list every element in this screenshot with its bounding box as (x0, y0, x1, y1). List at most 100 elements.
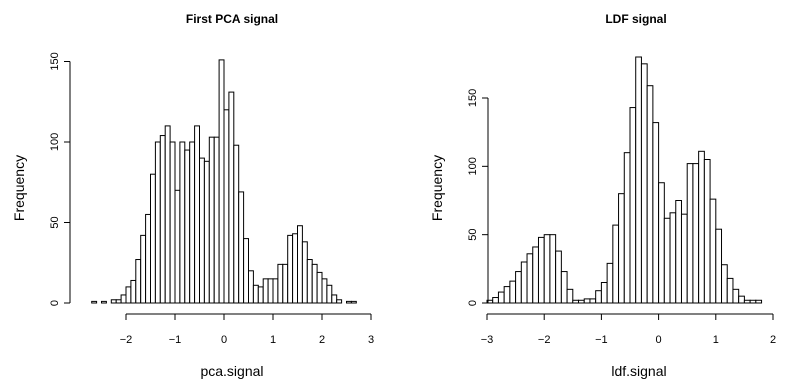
ldf-bar (692, 163, 700, 304)
pca-x-axis: −2 −1 0 1 2 3 (120, 313, 374, 346)
ldf-bar (526, 253, 534, 304)
pca-bar (199, 157, 205, 304)
pca-bar (292, 233, 299, 304)
pca-bar (194, 125, 201, 304)
ldf-bar (743, 299, 751, 304)
ldf-x-tick-label: −2 (538, 334, 551, 346)
pca-bars (91, 59, 357, 304)
ldf-bar (658, 182, 665, 304)
ldf-bar (618, 193, 625, 304)
pca-bar (150, 173, 156, 304)
pca-bar (311, 263, 318, 304)
pca-bar (223, 109, 230, 304)
pca-bar (208, 136, 215, 304)
pca-bar (228, 91, 235, 304)
pca-chart-title: First PCA signal (186, 12, 278, 26)
ldf-y-axis: 0 50 100 150 (467, 89, 489, 306)
pca-x-tick-label: −2 (120, 334, 133, 346)
pca-bar (301, 241, 308, 304)
pca-bar (189, 141, 196, 304)
pca-bar (213, 136, 220, 304)
ldf-bar (543, 234, 551, 304)
ldf-bar (583, 298, 591, 304)
pca-y-axis: 0 50 100 150 (49, 52, 71, 306)
pca-bar (179, 141, 186, 304)
pca-bar (135, 259, 142, 304)
ldf-bar (600, 282, 608, 304)
ldf-bar (589, 298, 597, 304)
pca-bar (350, 300, 357, 304)
ldf-bar (675, 200, 682, 304)
ldf-bar (749, 299, 757, 304)
pca-bar (248, 270, 254, 304)
pca-x-axis-label: pca.signal (200, 363, 263, 379)
ldf-bar (492, 297, 499, 304)
ldf-bars (486, 56, 763, 304)
pca-bar (252, 284, 259, 304)
ldf-bar (698, 150, 705, 304)
ldf-bar (755, 299, 763, 304)
ldf-bar (612, 224, 620, 304)
ldf-y-tick-label: 50 (467, 229, 479, 241)
pca-bar (184, 149, 191, 304)
pca-bar (297, 225, 303, 304)
ldf-bar (503, 286, 511, 304)
pca-bar (91, 300, 98, 304)
ldf-x-tick-label: 1 (713, 334, 719, 346)
pca-bar (331, 294, 338, 304)
ldf-bar (640, 63, 648, 304)
ldf-bar (595, 290, 602, 304)
pca-x-tick-label: 1 (270, 334, 276, 346)
pca-bar (159, 135, 166, 304)
ldf-y-axis-label: Frequency (429, 155, 445, 221)
pca-bar (125, 286, 132, 304)
pca-bar (257, 286, 264, 304)
ldf-bar (635, 56, 642, 304)
ldf-bar (555, 250, 562, 304)
pca-bar (218, 59, 225, 304)
pca-x-tick-label: 0 (221, 334, 227, 346)
pca-x-tick-label: −1 (169, 334, 182, 346)
pca-histogram-panel: First PCA signal pca.signal Frequency −2… (11, 12, 374, 379)
pca-bar (306, 259, 313, 304)
ldf-bar (509, 280, 517, 304)
pca-bar (238, 191, 245, 304)
pca-x-tick-label: 3 (368, 334, 374, 346)
ldf-bar (703, 159, 711, 304)
pca-bar (120, 294, 127, 304)
pca-y-axis-label: Frequency (11, 155, 27, 221)
ldf-bar (732, 288, 740, 304)
ldf-bar (726, 277, 734, 304)
ldf-bar (537, 236, 545, 304)
ldf-bar (738, 295, 745, 304)
ldf-bar (566, 288, 574, 304)
ldf-bar (515, 271, 522, 304)
ldf-bar (646, 85, 654, 304)
ldf-bar (497, 291, 505, 304)
ldf-bar (629, 107, 637, 304)
pca-y-tick-label: 0 (49, 300, 61, 306)
pca-bar (130, 279, 137, 304)
ldf-histogram-panel: LDF signal ldf.signal Frequency −3 −2 −1 0 1… (429, 12, 776, 379)
ldf-bar (686, 163, 694, 304)
ldf-x-tick-label: −1 (595, 334, 608, 346)
ldf-chart-title: LDF signal (605, 12, 666, 26)
ldf-bar (560, 271, 568, 304)
pca-x-tick-label: 2 (319, 334, 325, 346)
ldf-x-tick-label: 0 (656, 334, 662, 346)
ldf-bar (721, 264, 728, 304)
ldf-x-axis: −3 −2 −1 0 1 2 (481, 313, 776, 346)
ldf-bar (652, 122, 660, 304)
pca-bar (110, 299, 117, 304)
pca-bar (203, 160, 210, 304)
ldf-bar (623, 152, 631, 304)
pca-bar (233, 144, 240, 304)
pca-bar (336, 299, 343, 304)
pca-bar (169, 141, 176, 304)
pca-bar (243, 238, 250, 304)
pca-y-tick-label: 100 (49, 133, 61, 151)
ldf-bar (715, 228, 723, 304)
pca-bar (164, 125, 171, 304)
pca-y-tick-label: 50 (49, 216, 61, 228)
